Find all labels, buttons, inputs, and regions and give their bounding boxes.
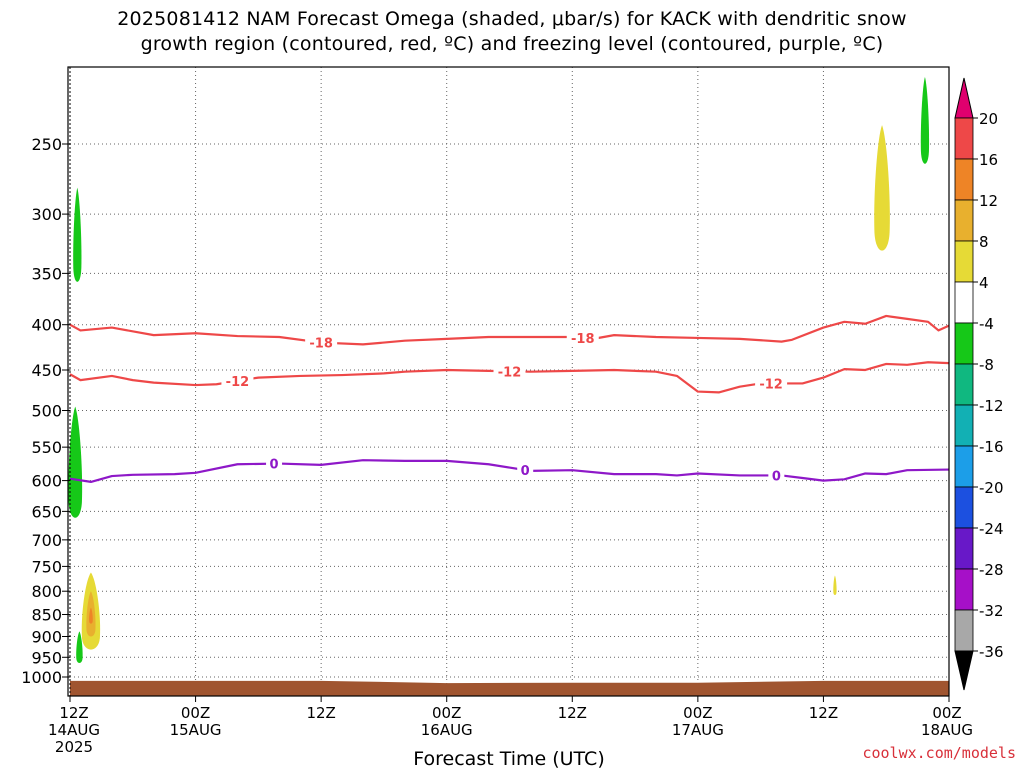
y-tick-label-450: 450 [31, 361, 62, 380]
colorbar-swatch-1 [954, 117, 974, 160]
y-axis: 250 300 350 400 450 500 550 600 650 700 750 800 850 9… [21, 135, 70, 687]
terrain-surface [70, 680, 949, 696]
y-tick-label-1000: 1000 [21, 668, 62, 687]
y-tick-label-300: 300 [31, 205, 62, 224]
x-tick-label-24-0: 12Z [306, 704, 335, 722]
x-tick-label-84-1: 18AUG [921, 721, 973, 739]
y-tick-label-800: 800 [31, 582, 62, 601]
omega-region-6 [874, 125, 890, 251]
colorbar-label-3: 8 [979, 233, 989, 251]
omega-region-5 [89, 607, 93, 624]
contour-label-1-0: -12 [226, 375, 250, 390]
y-tick-label-850: 850 [31, 606, 62, 625]
colorbar-label-12: -32 [979, 602, 1004, 620]
omega-region-8 [833, 575, 837, 596]
x-tick-label-36-1: 16AUG [421, 721, 473, 739]
contour-label-bg-2-2 [768, 467, 785, 484]
y-tick-label-400: 400 [31, 316, 62, 335]
contour-label-bg-2-0 [266, 455, 283, 472]
x-tick-label-12-0: 00Z [181, 704, 210, 722]
contour-label-bg-0-1 [566, 329, 599, 346]
y-tick-label-650: 650 [31, 502, 62, 521]
colorbar-label-6: -8 [979, 356, 994, 374]
x-tick-label-0-1: 14AUG [48, 721, 100, 739]
contour-label-1-2: -12 [759, 377, 783, 392]
source-credit: coolwx.com/models [862, 744, 1016, 762]
grid-lines [70, 67, 949, 696]
contour-label-0-1: -18 [571, 332, 595, 347]
colorbar-label-13: -36 [979, 643, 1004, 661]
contour-label-bg-1-0 [221, 372, 254, 389]
x-tick-label-60-1: 17AUG [672, 721, 724, 739]
colorbar-swatch-12 [954, 568, 974, 611]
colorbar-swatch-6 [954, 322, 974, 365]
contour-label-bg-1-2 [755, 375, 788, 392]
contour-label-bg-2-1 [517, 462, 534, 479]
contour-label-0-0: -18 [309, 337, 333, 352]
colorbar-swatch-3 [954, 199, 974, 242]
colorbar-label-11: -28 [979, 561, 1004, 579]
contour-label-bg-0-0 [305, 334, 338, 351]
x-tick-label-72-0: 12Z [809, 704, 838, 722]
y-tick-label-750: 750 [31, 557, 62, 576]
colorbar-label-8: -16 [979, 438, 1004, 456]
colorbar-label-2: 12 [979, 192, 998, 210]
colorbar-swatch-2 [954, 158, 974, 201]
x-tick-label-0-2: 2025 [55, 738, 93, 756]
y-tick-label-250: 250 [31, 135, 62, 154]
colorbar-label-1: 16 [979, 151, 998, 169]
contour-label-2-0: 0 [270, 458, 279, 473]
y-tick-label-500: 500 [31, 402, 62, 421]
plot-area [68, 67, 949, 696]
terrain-fill [70, 680, 949, 696]
x-axis-label: Forecast Time (UTC) [413, 748, 604, 768]
colorbar-label-0: 20 [979, 110, 998, 128]
x-tick-label-0-0: 12Z [59, 704, 88, 722]
omega-region-2 [76, 631, 83, 664]
colorbar-top-arrow [954, 77, 974, 119]
omega-region-0 [73, 187, 82, 282]
omega-region-7 [920, 76, 930, 164]
colorbar-label-7: -12 [979, 397, 1004, 415]
x-tick-label-12-1: 15AUG [170, 721, 222, 739]
colorbar-swatch-7 [954, 363, 974, 406]
omega-shading [68, 76, 930, 664]
temperature-contours: -18 -18 -12 -12 -12 0 0 0 [69, 314, 950, 484]
colorbar-swatch-5 [954, 281, 974, 324]
contour-line-1 [69, 361, 950, 394]
x-tick-label-84-0: 00Z [932, 704, 961, 722]
contour-label-2-1: 0 [521, 464, 530, 479]
colorbar-swatch-8 [954, 404, 974, 447]
chart-title-line-2: growth region (contoured, red, ºC) and f… [140, 33, 884, 55]
y-tick-label-900: 900 [31, 627, 62, 646]
colorbar: 20 16 12 8 4 -4 -8 -12 -16 -20 -24 -28 -32 -36 [954, 77, 1004, 691]
colorbar-swatch-4 [954, 240, 974, 283]
colorbar-bottom-arrow [954, 650, 974, 691]
y-tick-label-350: 350 [31, 264, 62, 283]
y-tick-label-550: 550 [31, 438, 62, 457]
plot-frame [67, 66, 950, 697]
y-tick-label-600: 600 [31, 472, 62, 491]
colorbar-label-10: -24 [979, 520, 1004, 538]
x-tick-label-36-0: 00Z [432, 704, 461, 722]
colorbar-label-5: -4 [979, 315, 994, 333]
chart-title-line-1: 2025081412 NAM Forecast Omega (shaded, μ… [117, 8, 907, 30]
colorbar-swatch-9 [954, 445, 974, 488]
contour-label-bg-1-1 [493, 363, 526, 380]
x-tick-label-60-0: 00Z [683, 704, 712, 722]
omega-region-1 [68, 406, 83, 518]
contour-label-1-1: -12 [498, 365, 522, 380]
contour-label-2-2: 0 [772, 469, 781, 484]
colorbar-label-9: -20 [979, 479, 1004, 497]
colorbar-swatch-10 [954, 486, 974, 529]
colorbar-swatch-11 [954, 527, 974, 570]
y-tick-label-700: 700 [31, 531, 62, 550]
x-tick-label-48-0: 12Z [558, 704, 587, 722]
colorbar-swatch-13 [954, 609, 974, 652]
colorbar-label-4: 4 [979, 274, 989, 292]
y-tick-label-950: 950 [31, 648, 62, 667]
